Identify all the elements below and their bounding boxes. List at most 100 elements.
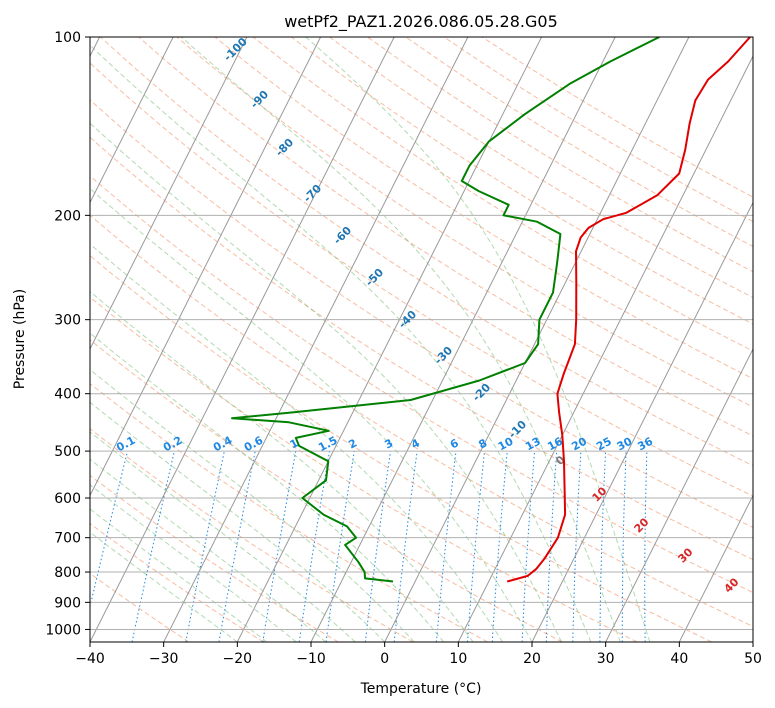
mixing-ratio-line (364, 451, 391, 642)
y-tick-label: 600 (54, 491, 81, 507)
mixing-ratio-line (467, 451, 485, 642)
dry-adiabat (90, 255, 712, 642)
isotherm-line (90, 37, 322, 497)
sounding-profiles (231, 37, 751, 583)
dry-adiabat (367, 37, 753, 273)
dewpoint-profile-line (231, 37, 660, 583)
isotherm-line (90, 37, 174, 204)
mixing-ratio-label: 13 (523, 435, 543, 454)
isotherm-line (457, 54, 753, 642)
isotherm-line (384, 37, 690, 642)
mixing-ratio-label: 20 (569, 435, 589, 454)
isotherm-line (90, 37, 248, 351)
y-tick-label: 100 (54, 30, 81, 46)
isotherm-line (90, 37, 395, 642)
y-tick-label: 700 (54, 531, 81, 547)
mixing-ratio-line (90, 450, 128, 609)
dry-adiabat (90, 99, 753, 528)
mixing-ratio-label: 6 (448, 436, 461, 451)
isotherm-line (310, 37, 616, 642)
isotherm-label: -90 (248, 88, 271, 111)
isotherm-line (236, 37, 543, 642)
plot-frame (89, 36, 754, 643)
isotherm-label: 30 (676, 545, 696, 565)
isotherm-line (678, 494, 753, 642)
isotherm-label: 20 (632, 515, 652, 535)
moist-adiabat (90, 187, 533, 642)
mixing-ratio-label: 30 (615, 435, 635, 454)
dry-adiabat (90, 296, 638, 642)
mixing-ratio-label: 36 (635, 435, 655, 454)
dry-adiabat (90, 572, 190, 642)
mixing-ratio-line (644, 451, 648, 642)
moist-adiabat (90, 458, 327, 642)
isotherm-line (163, 37, 469, 642)
moist-adiabat (90, 484, 297, 642)
y-tick-label: 1000 (45, 622, 81, 638)
y-tick-label: 900 (54, 595, 81, 611)
moist-adiabat (90, 243, 503, 642)
mixing-ratio-label: 10 (496, 435, 516, 454)
mixing-ratio-line (491, 451, 508, 642)
y-axis: 100 200 300 400 500 600 700 800 900 1000 (45, 30, 90, 638)
dry-adiabat (405, 37, 753, 247)
moist-adiabat (90, 401, 386, 642)
x-tick-label: 30 (597, 651, 615, 667)
mixing-ratio-line (298, 451, 331, 642)
mixing-ratio-line (435, 451, 457, 642)
dry-adiabat (90, 175, 753, 594)
y-tick-label: 500 (54, 444, 81, 460)
x-tick-label: −10 (296, 651, 326, 667)
isotherm-label: 40 (722, 575, 742, 595)
y-axis-title: Pressure (hPa) (12, 289, 28, 389)
dry-adiabat (90, 382, 488, 642)
mixing-ratio-line (131, 450, 175, 642)
dry-adiabat (214, 37, 753, 380)
isotherm-label: -40 (396, 308, 419, 331)
dry-adiabat (90, 522, 264, 642)
moist-adiabat (90, 290, 474, 642)
moist-adiabat (90, 508, 268, 642)
mixing-ratio-line (393, 451, 418, 642)
x-tick-label: 10 (449, 651, 467, 667)
mixing-ratio-label: 25 (594, 435, 614, 454)
mixing-ratio-line (599, 451, 607, 642)
pressure-grid (90, 37, 753, 630)
mixing-ratio-line (218, 451, 256, 642)
temperature-profile-line (506, 37, 751, 583)
x-axis-title: Temperature (°C) (360, 681, 482, 697)
moist-adiabat (305, 37, 651, 642)
moist-adiabat (181, 37, 621, 642)
dry-adiabat (90, 136, 753, 561)
moist-adiabat (90, 368, 415, 642)
y-tick-label: 400 (54, 387, 81, 403)
isotherm-label: -60 (331, 224, 354, 247)
x-tick-label: 20 (523, 651, 541, 667)
isotherm-label: -20 (470, 381, 493, 404)
dry-adiabat (176, 37, 753, 408)
isotherm-label: 10 (590, 484, 610, 504)
y-tick-label: 200 (54, 208, 81, 224)
x-tick-label: 40 (670, 651, 688, 667)
dry-adiabat (329, 37, 753, 299)
isotherm-line (531, 201, 753, 642)
y-tick-label: 300 (54, 313, 81, 329)
x-axis: −40 −30 −20 −10 0 10 20 30 40 50 (75, 642, 762, 667)
dry-adiabat (252, 37, 753, 352)
moist-adiabat (90, 431, 356, 642)
isotherm-label: -70 (301, 182, 324, 205)
mixing-ratio-label: 3 (382, 436, 395, 451)
moist-adiabat (90, 332, 444, 642)
x-tick-label: −20 (223, 651, 253, 667)
background-reference-lines (90, 37, 753, 642)
chart-title: wetPf2_PAZ1.2026.086.05.28.G05 (284, 12, 558, 32)
mixing-ratio-line (621, 451, 627, 642)
x-tick-label: −30 (149, 651, 179, 667)
isotherm-label: -80 (273, 136, 296, 159)
x-tick-label: 50 (744, 651, 762, 667)
dry-adiabat (90, 474, 339, 642)
moist-adiabat (90, 122, 562, 642)
mixing-ratio-label: 4 (409, 436, 422, 451)
